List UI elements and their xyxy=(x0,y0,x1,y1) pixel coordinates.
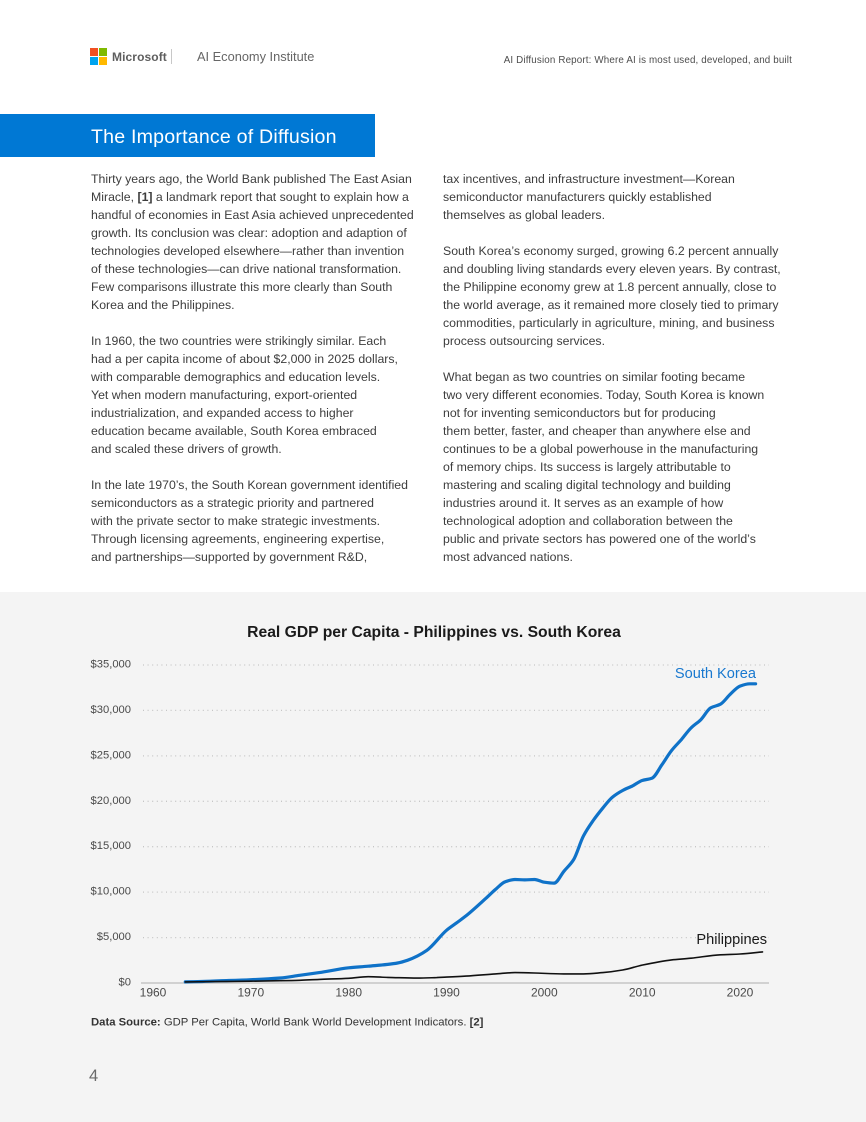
svg-text:1990: 1990 xyxy=(433,986,460,1000)
svg-text:$30,000: $30,000 xyxy=(91,704,131,716)
svg-text:Data Source: GDP Per Capita, W: Data Source: GDP Per Capita, World Bank … xyxy=(91,1017,484,1029)
svg-text:Real GDP per Capita - Philippi: Real GDP per Capita - Philippines vs. So… xyxy=(247,624,621,641)
svg-text:$0: $0 xyxy=(119,977,131,989)
svg-text:2010: 2010 xyxy=(629,986,656,1000)
svg-text:1970: 1970 xyxy=(237,986,264,1000)
svg-text:$5,000: $5,000 xyxy=(97,931,131,943)
svg-text:1980: 1980 xyxy=(335,986,362,1000)
svg-text:2000: 2000 xyxy=(531,986,558,1000)
svg-text:$25,000: $25,000 xyxy=(91,749,131,761)
svg-text:1960: 1960 xyxy=(140,986,167,1000)
svg-text:4: 4 xyxy=(89,1067,98,1085)
svg-text:$15,000: $15,000 xyxy=(91,840,131,852)
svg-text:$10,000: $10,000 xyxy=(91,886,131,898)
svg-text:$20,000: $20,000 xyxy=(91,795,131,807)
svg-text:South Korea: South Korea xyxy=(675,666,757,682)
svg-text:$35,000: $35,000 xyxy=(91,659,131,671)
svg-text:Philippines: Philippines xyxy=(696,932,767,948)
svg-text:2020: 2020 xyxy=(727,986,754,1000)
